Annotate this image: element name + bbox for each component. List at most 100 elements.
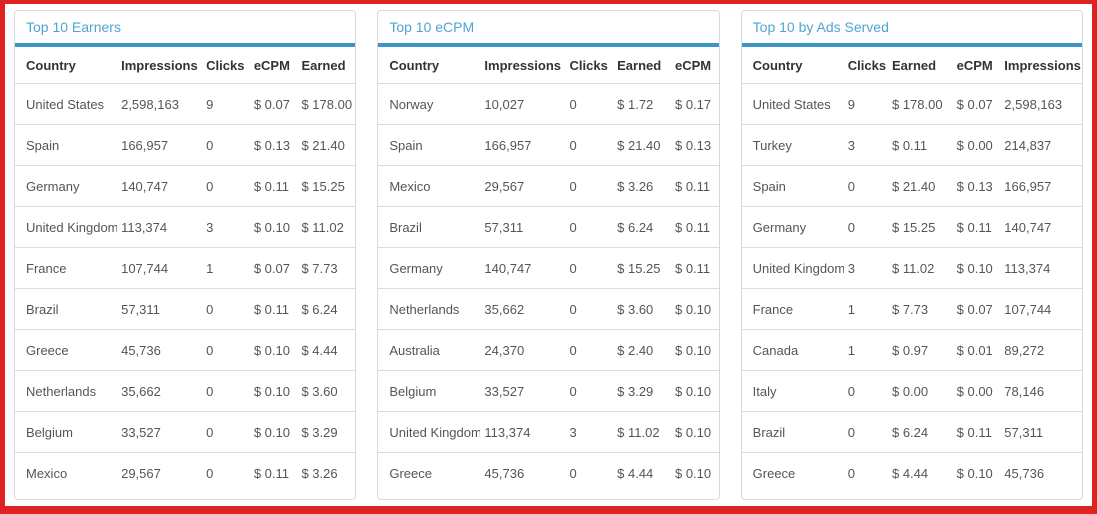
table-cell: 113,374 [1000,247,1082,289]
table-row: Germany 140,747 0 $ 15.25 $ 0.11 [378,247,719,289]
table-cell: France [15,247,118,289]
table-cell: Brazil [741,411,844,453]
table-cell: 0 [843,411,888,453]
table-cell: 45,736 [484,466,525,481]
table-cell: $ 0.97 [887,329,953,371]
column-header: eCPM [952,47,1001,84]
table-cell: 2,598,163 [1000,83,1082,125]
column-header: Clicks [565,47,614,84]
table-row: Brazil 57,311 0 $ 0.11 $ 6.24 [15,288,356,330]
table-cell: $ 0.11 [670,165,719,207]
table-cell: Germany [15,165,118,207]
table-cell: 0 [843,206,888,248]
table-cell: $ 4.44 [297,329,356,371]
column-header: Impressions [1000,47,1082,84]
panel-title: Top 10 eCPM [389,19,475,35]
header-row: Country Clicks Earned eCPM Impressions [741,47,1082,84]
table-row: United Kingdom 113,374 3 $ 0.10 $ 11.02 [15,206,356,248]
table-row: France 107,744 1 $ 0.07 $ 7.73 [15,247,356,289]
table-cell: 166,957 [480,124,566,166]
table-cell: $ 0.10 [249,370,298,412]
table-cell: 0 [843,165,888,207]
table-cell: United Kingdom [378,411,481,453]
table-cell: $ 0.13 [952,165,1001,207]
top-ads-served-table: Country Clicks Earned eCPM Impressions United… [741,47,1082,493]
table-cell: $ 3.29 [613,370,671,412]
accent-bar [741,43,1082,47]
table-cell: Belgium [378,370,481,412]
table-cell: 140,747 [1000,206,1082,248]
table-cell: 140,747 [117,165,203,207]
table-cell: 3 [202,206,250,248]
panel-top-ads-served: Top 10 by Ads Served Country Clicks Earned… [740,10,1083,500]
table-row: Netherlands 35,662 0 $ 3.60 $ 0.10 [378,288,719,330]
table-row: Mexico 29,567 0 $ 0.11 $ 3.26 [15,453,355,494]
column-header: Earned [613,47,671,84]
table-cell: 107,744 [117,247,203,289]
column-header: eCPM [249,47,298,84]
table-cell: 113,374 [480,411,566,453]
table-cell: 35,662 [117,370,203,412]
table-cell: 0 [202,124,250,166]
table-cell: 166,957 [1000,165,1082,207]
table-cell: 0 [565,288,614,330]
table-cell: 0 [565,165,614,207]
table-cell: Germany [741,206,844,248]
table-cell: 107,744 [1000,288,1082,330]
column-header: Earned [297,47,356,84]
table-cell: 0 [843,370,888,412]
table-row: Italy 0 $ 0.00 $ 0.00 78,146 [741,370,1082,412]
table-cell: 24,370 [480,329,566,371]
table-cell: $ 4.44 [891,466,929,481]
table-cell: $ 0.11 [952,411,1001,453]
table-row: Spain 166,957 0 $ 21.40 $ 0.13 [378,124,719,166]
table-cell: 0 [202,329,250,371]
table-cell: $ 11.02 [297,206,356,248]
table-row: Canada 1 $ 0.97 $ 0.01 89,272 [741,329,1082,371]
table-row: France 1 $ 7.73 $ 0.07 107,744 [741,288,1082,330]
table-row: Netherlands 35,662 0 $ 0.10 $ 3.60 [15,370,356,412]
table-cell: 0 [202,370,250,412]
table-cell: 10,027 [480,83,566,125]
table-cell: $ 0.10 [670,288,719,330]
table-cell: Greece [752,466,796,481]
table-cell: 0 [847,466,855,481]
table-row: Greece 45,736 0 $ 4.44 $ 0.10 [378,453,718,494]
table-cell: $ 4.44 [617,466,654,481]
table-cell: $ 0.11 [670,247,719,289]
table-cell: 0 [565,370,614,412]
table-cell: 45,736 [1004,466,1045,481]
table-row: Germany 0 $ 15.25 $ 0.11 140,747 [741,206,1082,248]
table-cell: 45,736 [117,329,203,371]
table-cell: 57,311 [117,288,203,330]
table-cell: 57,311 [1000,411,1082,453]
table-cell: $ 0.10 [249,206,298,248]
table-cell: 0 [565,247,614,289]
table-cell: $ 0.11 [887,124,953,166]
column-header: Country [741,47,844,84]
table-cell: France [741,288,844,330]
panel-title: Top 10 by Ads Served [752,19,889,35]
table-cell: 0 [206,466,214,481]
table-cell: 0 [202,288,250,330]
table-cell: $ 15.25 [887,206,953,248]
table-cell: 3 [565,411,614,453]
table-cell: $ 0.11 [670,206,719,248]
table-cell: Brazil [378,206,481,248]
table-cell: 89,272 [1000,329,1082,371]
table-cell: Norway [378,83,481,125]
table-cell: Germany [378,247,481,289]
table-cell: 0 [565,329,614,371]
table-row: Belgium 33,527 0 $ 0.10 $ 3.29 [15,411,356,453]
table-cell: Belgium [15,411,118,453]
table-row: Spain 166,957 0 $ 0.13 $ 21.40 [15,124,356,166]
table-cell: $ 0.07 [249,247,298,289]
panel-title: Top 10 Earners [26,19,121,35]
table-cell: United States [15,83,118,125]
table-cell: $ 2.40 [613,329,671,371]
table-row: Turkey 3 $ 0.11 $ 0.00 214,837 [741,124,1082,166]
table-cell: $ 0.07 [952,288,1001,330]
table-cell: $ 178.00 [887,83,953,125]
table-cell: $ 0.10 [670,411,719,453]
table-cell: Australia [378,329,481,371]
